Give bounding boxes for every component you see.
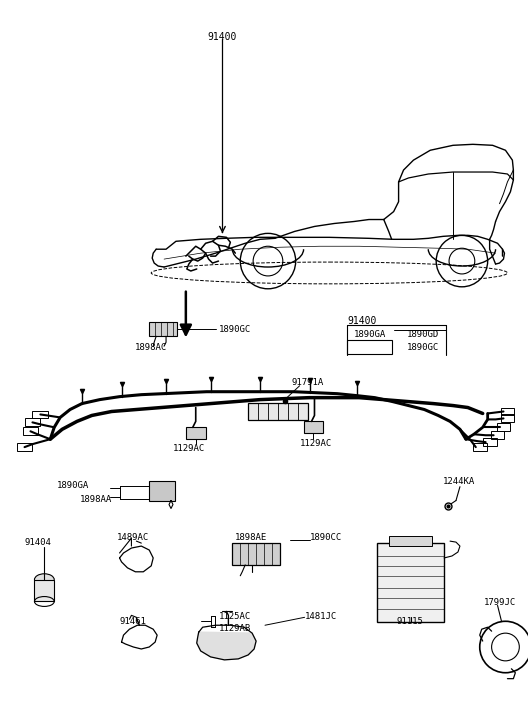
- Text: 1890GD: 1890GD: [407, 330, 439, 340]
- Text: 91791A: 91791A: [292, 378, 324, 387]
- Text: 1129AB: 1129AB: [218, 624, 251, 633]
- FancyBboxPatch shape: [186, 427, 205, 439]
- FancyBboxPatch shape: [233, 543, 280, 565]
- FancyBboxPatch shape: [149, 481, 175, 501]
- FancyBboxPatch shape: [248, 403, 307, 420]
- Text: 1489AC: 1489AC: [117, 533, 149, 542]
- Text: 1481JC: 1481JC: [305, 612, 337, 622]
- Text: 91404: 91404: [24, 538, 52, 547]
- Text: 1898AC: 1898AC: [134, 343, 167, 352]
- Text: 1890GA: 1890GA: [57, 481, 89, 490]
- FancyBboxPatch shape: [35, 579, 54, 601]
- Text: 1129AC: 1129AC: [299, 439, 332, 449]
- Text: 1244KA: 1244KA: [443, 477, 475, 486]
- Text: 1890GC: 1890GC: [407, 343, 439, 352]
- Text: 1898AE: 1898AE: [235, 533, 268, 542]
- Ellipse shape: [35, 574, 54, 586]
- Text: 1125AC: 1125AC: [218, 612, 251, 622]
- FancyBboxPatch shape: [377, 543, 444, 622]
- Text: 1890GC: 1890GC: [218, 326, 251, 334]
- Text: 91461: 91461: [119, 617, 147, 627]
- Text: 91400: 91400: [208, 31, 237, 41]
- FancyBboxPatch shape: [304, 422, 323, 433]
- Text: 1898AA: 1898AA: [80, 494, 112, 504]
- Text: 1799JC: 1799JC: [484, 598, 516, 606]
- Text: 1890CC: 1890CC: [310, 533, 342, 542]
- Polygon shape: [196, 632, 256, 660]
- Text: 91400: 91400: [347, 316, 376, 326]
- Text: 1890GA: 1890GA: [354, 330, 387, 340]
- Text: 91115: 91115: [397, 617, 424, 627]
- FancyBboxPatch shape: [389, 537, 432, 546]
- Text: 1129AC: 1129AC: [173, 444, 205, 453]
- FancyBboxPatch shape: [149, 323, 177, 337]
